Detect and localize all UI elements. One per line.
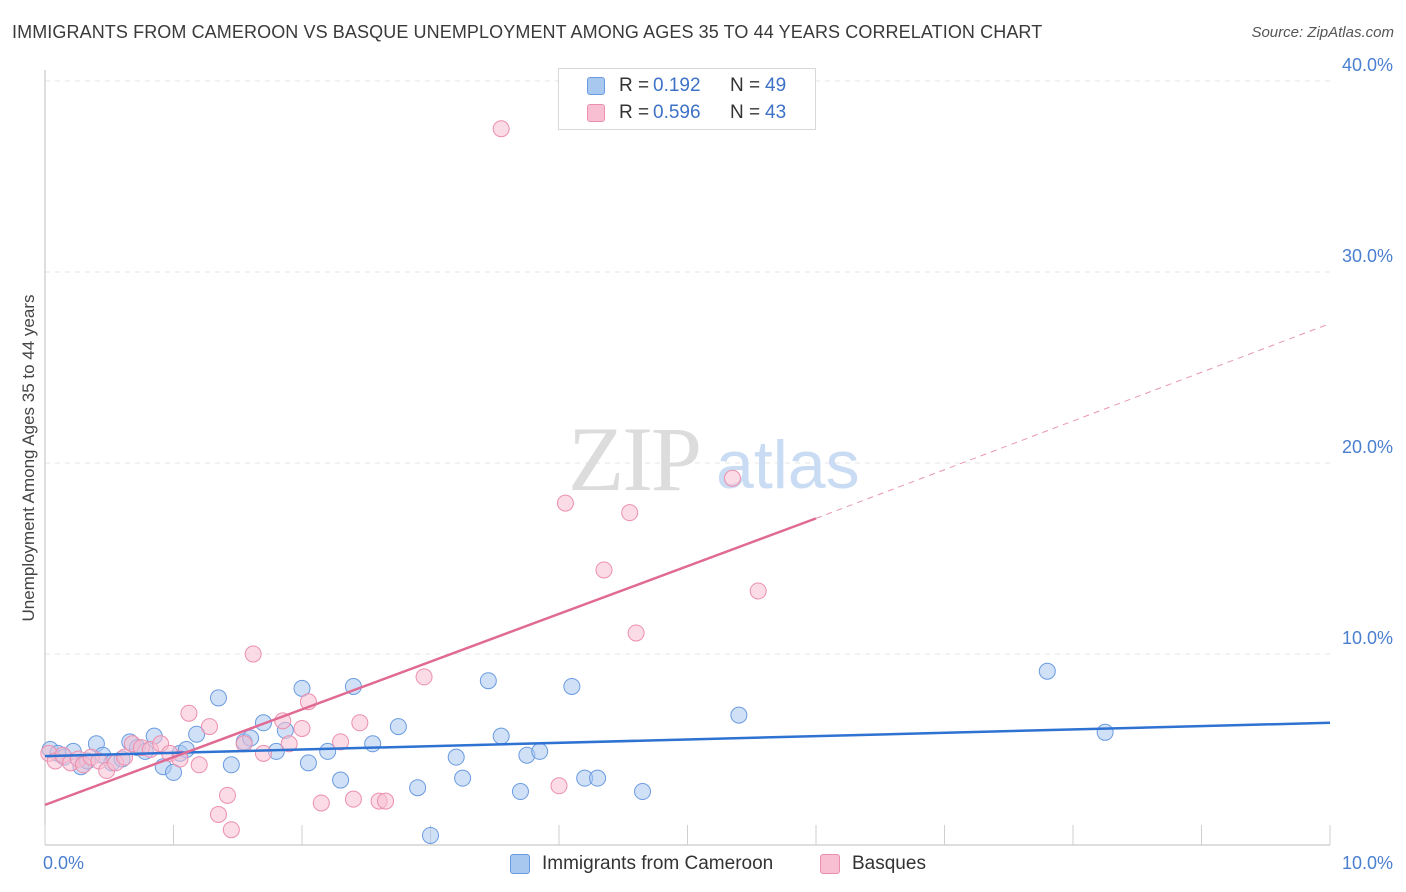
data-point-basques (244, 645, 262, 663)
legend-swatch-pink (820, 854, 840, 874)
legend-swatch-blue (510, 854, 530, 874)
data-point-cameroon (389, 718, 407, 736)
y-tick-label: 30.0% (1342, 246, 1393, 266)
data-point-basques (621, 504, 639, 522)
x-tick-label: 0.0% (43, 853, 84, 873)
data-point-basques (351, 714, 369, 732)
data-point-cameroon (479, 672, 497, 690)
data-point-cameroon (188, 725, 206, 743)
ticks-layer: 10.0% 20.0% 30.0% 40.0% 0.0% 10.0% (43, 55, 1393, 873)
data-point-basques (180, 704, 198, 722)
x-tick-label: 10.0% (1342, 853, 1393, 873)
data-point-cameroon (531, 742, 549, 760)
data-point-cameroon (730, 706, 748, 724)
data-point-basques (415, 668, 433, 686)
y-tick-label: 40.0% (1342, 55, 1393, 75)
data-point-basques (280, 735, 298, 753)
source-label: Source: ZipAtlas.com (1251, 24, 1394, 41)
data-point-cameroon (447, 748, 465, 766)
data-point-basques (377, 792, 395, 810)
y-axis-label: Unemployment Among Ages 35 to 44 years (19, 295, 38, 622)
data-point-basques (293, 719, 311, 737)
data-point-basques (344, 790, 362, 808)
trend-line-basques (44, 517, 817, 807)
data-point-basques (723, 469, 741, 487)
data-point-basques (332, 733, 350, 751)
data-point-basques (595, 561, 613, 579)
data-point-cameroon (422, 826, 439, 844)
data-point-cameroon (209, 689, 227, 707)
legend-swatch-blue (587, 77, 605, 95)
legend-label-basques: Basques (852, 853, 926, 874)
trend-layer (44, 323, 1331, 807)
legend-label-cameroon: Immigrants from Cameroon (542, 853, 774, 874)
n-label: N = (730, 102, 761, 123)
data-point-basques (254, 744, 272, 762)
data-point-basques (235, 735, 253, 753)
n-value: 43 (765, 102, 787, 123)
y-tick-label: 10.0% (1342, 628, 1393, 648)
data-point-cameroon (511, 783, 529, 801)
points-layer (40, 120, 1114, 844)
trend-extension-basques (815, 323, 1331, 519)
r-label: R = (619, 102, 650, 123)
y-tick-label: 20.0% (1342, 437, 1393, 457)
data-point-cameroon (332, 771, 350, 789)
data-point-basques (627, 624, 645, 642)
data-point-cameroon (1038, 662, 1056, 680)
data-point-basques (218, 786, 236, 804)
data-point-basques (550, 777, 568, 795)
legend-swatch-pink (587, 104, 605, 122)
n-label: N = (730, 75, 761, 96)
data-point-basques (492, 120, 510, 138)
data-point-basques (312, 794, 330, 812)
data-point-cameroon (409, 779, 427, 797)
data-point-cameroon (319, 742, 337, 760)
data-point-basques (556, 494, 574, 512)
grid-layer (45, 80, 1330, 655)
correlation-legend: R = 0.192 N = 49 R = 0.596 N = 43 (558, 68, 816, 130)
watermark-zip: ZIP (568, 408, 700, 510)
data-point-cameroon (589, 769, 607, 787)
data-point-basques (200, 718, 218, 736)
data-point-cameroon (634, 783, 652, 801)
chart-title: IMMIGRANTS FROM CAMEROON VS BASQUE UNEMP… (12, 22, 1043, 42)
watermark: ZIP atlas (568, 408, 860, 510)
watermark-atlas: atlas (716, 427, 860, 503)
data-point-cameroon (299, 754, 317, 772)
data-point-cameroon (222, 756, 240, 774)
r-value: 0.596 (653, 102, 701, 123)
data-point-cameroon (454, 769, 472, 787)
r-label: R = (619, 75, 650, 96)
data-point-basques (190, 756, 208, 774)
data-point-basques (749, 582, 767, 600)
data-point-cameroon (364, 735, 382, 753)
data-point-basques (209, 805, 227, 823)
data-point-cameroon (1096, 723, 1114, 741)
trend-line-cameroon (44, 721, 1331, 758)
data-point-cameroon (492, 727, 510, 745)
r-value: 0.192 (653, 75, 701, 96)
data-point-basques (222, 821, 240, 839)
n-value: 49 (765, 75, 787, 96)
data-point-cameroon (563, 677, 581, 695)
